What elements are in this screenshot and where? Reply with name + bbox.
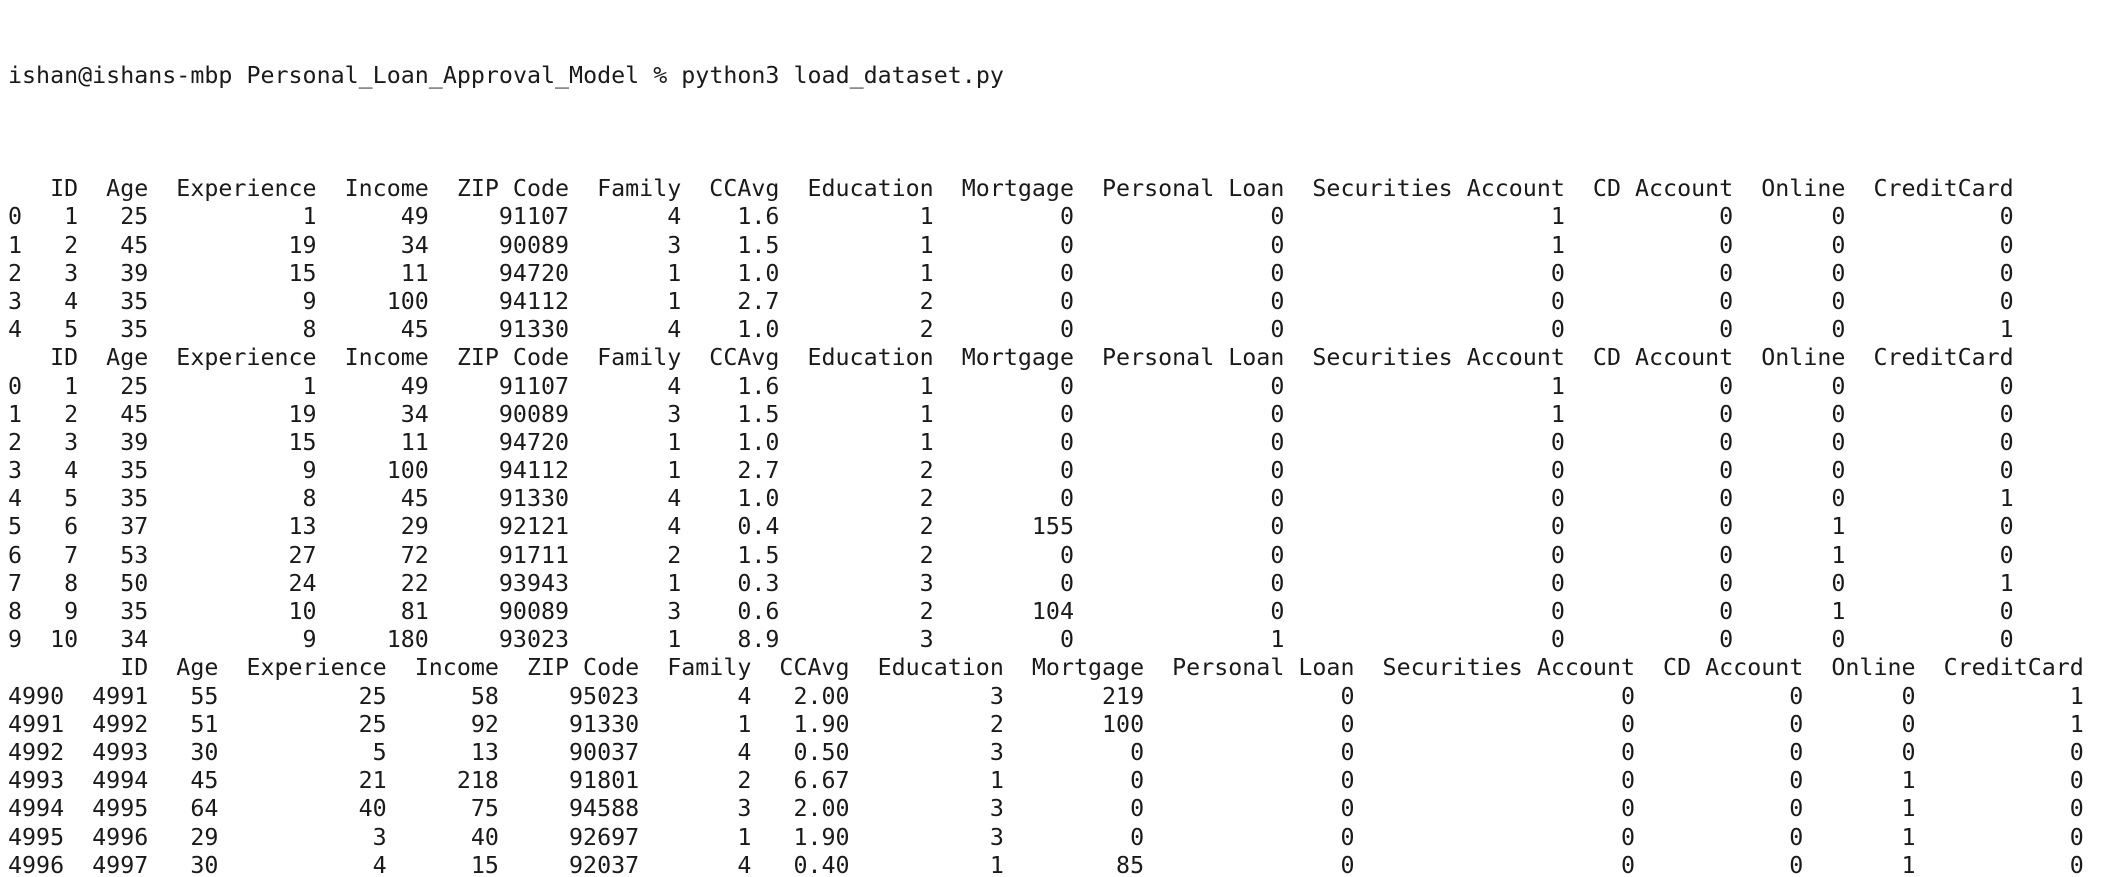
output-line: 6 7 53 27 72 91711 2 1.5 2 0 0 0 0 1 0 bbox=[8, 541, 2014, 569]
output-line: 3 4 35 9 100 94112 1 2.7 2 0 0 0 0 0 0 bbox=[8, 287, 2014, 315]
output-line: 4995 4996 29 3 40 92697 1 1.90 3 0 0 0 0… bbox=[8, 823, 2084, 851]
output-line: ID Age Experience Income ZIP Code Family… bbox=[8, 344, 2014, 372]
output-line: 8 9 35 10 81 90089 3 0.6 2 104 0 0 0 1 0 bbox=[8, 598, 2014, 626]
output-line: 4994 4995 64 40 75 94588 3 2.00 3 0 0 0 … bbox=[8, 795, 2084, 823]
output-line: 5 6 37 13 29 92121 4 0.4 2 155 0 0 0 1 0 bbox=[8, 513, 2014, 541]
output-line: 0 1 25 1 49 91107 4 1.6 1 0 0 1 0 0 0 bbox=[8, 203, 2014, 231]
output-line: 2 3 39 15 11 94720 1 1.0 1 0 0 0 0 0 0 bbox=[8, 428, 2014, 456]
command-text: python3 load_dataset.py bbox=[681, 62, 1004, 90]
prompt-host: ishan@ishans-mbp bbox=[8, 62, 233, 90]
output-line: 7 8 50 24 22 93943 1 0.3 3 0 0 0 0 0 1 bbox=[8, 569, 2014, 597]
output-line: ID Age Experience Income ZIP Code Family… bbox=[8, 654, 2084, 682]
command-line: ishan@ishans-mbp Personal_Loan_Approval_… bbox=[8, 62, 2084, 90]
output-line: 0 1 25 1 49 91107 4 1.6 1 0 0 1 0 0 0 bbox=[8, 372, 2014, 400]
output-line: ID Age Experience Income ZIP Code Family… bbox=[8, 175, 2014, 203]
output-line: 4991 4992 51 25 92 91330 1 1.90 2 100 0 … bbox=[8, 710, 2084, 738]
output-line: 4 5 35 8 45 91330 4 1.0 2 0 0 0 0 0 1 bbox=[8, 485, 2014, 513]
output-line: 4992 4993 30 5 13 90037 4 0.50 3 0 0 0 0… bbox=[8, 738, 2084, 766]
output-line: 4996 4997 30 4 15 92037 4 0.40 1 85 0 0 … bbox=[8, 851, 2084, 877]
prompt-cwd: Personal_Loan_Approval_Model bbox=[246, 62, 640, 90]
output-line: 4 5 35 8 45 91330 4 1.0 2 0 0 0 0 0 1 bbox=[8, 316, 2014, 344]
output-line: 9 10 34 9 180 93023 1 8.9 3 0 1 0 0 0 0 bbox=[8, 626, 2014, 654]
scrolled-off-line bbox=[0, 0, 2109, 5]
output-line: 1 2 45 19 34 90089 3 1.5 1 0 0 1 0 0 0 bbox=[8, 231, 2014, 259]
output-line: 1 2 45 19 34 90089 3 1.5 1 0 0 1 0 0 0 bbox=[8, 400, 2014, 428]
output-line: 3 4 35 9 100 94112 1 2.7 2 0 0 0 0 0 0 bbox=[8, 457, 2014, 485]
dataframe-output: ID Age Experience Income ZIP Code Family… bbox=[8, 175, 2084, 877]
output-line: 2 3 39 15 11 94720 1 1.0 1 0 0 0 0 0 0 bbox=[8, 259, 2014, 287]
prompt-symbol: % bbox=[653, 62, 668, 90]
output-line: 4993 4994 45 21 218 91801 2 6.67 1 0 0 0… bbox=[8, 767, 2084, 795]
terminal-output: ishan@ishans-mbp Personal_Loan_Approval_… bbox=[8, 6, 2084, 877]
output-line: 4990 4991 55 25 58 95023 4 2.00 3 219 0 … bbox=[8, 682, 2084, 710]
